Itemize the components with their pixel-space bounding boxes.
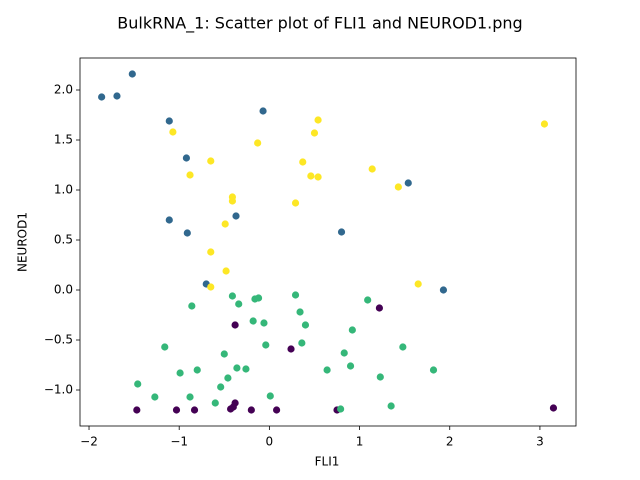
- x-tick-label: 0: [266, 435, 274, 449]
- data-point: [549, 404, 558, 412]
- data-point: [296, 308, 304, 316]
- axes-frame: [79, 57, 577, 427]
- data-point: [291, 291, 300, 299]
- data-point: [182, 154, 191, 162]
- y-tick-label: 0.5: [54, 233, 73, 247]
- data-point: [249, 317, 257, 325]
- data-point: [348, 326, 356, 334]
- data-point: [190, 406, 199, 414]
- y-axis-label: NEUROD1: [16, 212, 30, 272]
- data-point: [221, 220, 229, 228]
- data-point: [228, 197, 237, 205]
- data-point: [364, 296, 372, 304]
- y-tick-label: 1.0: [54, 183, 73, 197]
- x-axis-label: FLI1: [315, 455, 340, 469]
- x-tick-label: −2: [80, 435, 98, 449]
- data-point: [394, 183, 402, 191]
- data-point: [287, 345, 295, 353]
- data-point: [291, 199, 300, 207]
- data-point: [368, 165, 376, 173]
- data-point: [314, 116, 322, 124]
- data-point: [231, 399, 239, 407]
- data-point: [323, 366, 331, 374]
- data-point: [224, 374, 232, 382]
- data-point: [301, 321, 310, 329]
- data-point: [165, 216, 173, 224]
- data-point: [387, 402, 395, 410]
- data-point: [314, 173, 322, 181]
- data-point: [193, 366, 201, 374]
- data-point: [307, 172, 315, 180]
- data-point: [375, 304, 384, 312]
- data-point: [207, 248, 215, 256]
- data-point: [235, 300, 243, 308]
- data-point: [228, 292, 237, 300]
- data-point: [247, 406, 255, 414]
- data-point: [186, 393, 194, 401]
- data-point: [404, 179, 412, 187]
- data-point: [299, 158, 307, 166]
- data-point: [186, 171, 194, 179]
- data-point: [133, 406, 141, 414]
- data-point: [134, 380, 142, 388]
- data-point: [262, 341, 270, 349]
- plot-area: −2 −1 0 1 2 3 −1.0 −0.5 0.0 0.5 1.0 1.5 2.0: [44, 57, 577, 449]
- data-point: [232, 212, 240, 220]
- y-tick-label: −1.0: [44, 383, 73, 397]
- data-point: [346, 362, 355, 370]
- data-point: [337, 228, 346, 236]
- data-point: [340, 349, 348, 357]
- data-point: [376, 373, 384, 381]
- data-point: [260, 319, 268, 327]
- x-tick-label: −1: [170, 435, 188, 449]
- y-tick-label: 1.5: [54, 133, 73, 147]
- y-tick-label: 2.0: [54, 83, 73, 97]
- data-point: [272, 406, 281, 414]
- data-point: [233, 364, 241, 372]
- y-tick-label: −0.5: [44, 333, 73, 347]
- data-point: [217, 383, 225, 391]
- data-point: [113, 92, 121, 100]
- data-point: [183, 229, 191, 237]
- data-point: [128, 70, 136, 78]
- x-tick-label: 2: [446, 435, 454, 449]
- data-point: [259, 107, 267, 115]
- data-point: [399, 343, 407, 351]
- data-point: [254, 139, 262, 147]
- data-point: [310, 129, 319, 137]
- data-point: [165, 117, 173, 125]
- data-point: [540, 120, 549, 128]
- data-point: [211, 399, 219, 407]
- data-point: [222, 267, 230, 275]
- data-point: [176, 369, 184, 377]
- data-point: [254, 294, 263, 302]
- data-point: [207, 283, 215, 291]
- x-tick-label: 1: [356, 435, 364, 449]
- data-point: [439, 286, 448, 294]
- data-point: [337, 405, 345, 413]
- data-point: [220, 350, 228, 358]
- data-point: [242, 365, 250, 373]
- data-point: [298, 339, 306, 347]
- data-point: [414, 280, 422, 288]
- x-tick-label: 3: [536, 435, 544, 449]
- chart-title: BulkRNA_1: Scatter plot of FLI1 and NEUR…: [117, 14, 522, 34]
- data-point: [172, 406, 181, 414]
- data-point: [188, 302, 196, 310]
- data-point: [169, 128, 177, 136]
- y-tick-label: 0.0: [54, 283, 73, 297]
- data-point: [161, 343, 169, 351]
- data-point: [207, 157, 215, 165]
- data-point: [98, 93, 106, 101]
- data-point: [151, 393, 159, 401]
- data-point: [429, 366, 438, 374]
- data-point: [231, 321, 239, 329]
- data-point: [266, 392, 274, 400]
